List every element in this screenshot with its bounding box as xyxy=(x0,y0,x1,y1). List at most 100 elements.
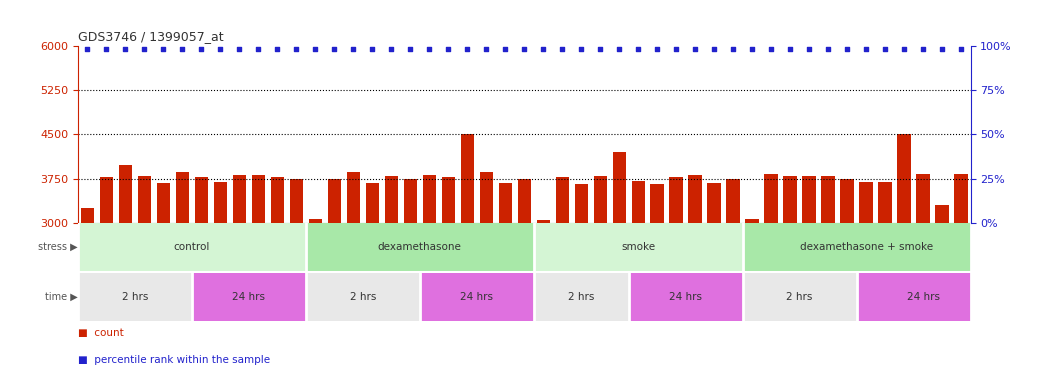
Point xyxy=(573,46,590,52)
Point xyxy=(477,46,494,52)
Bar xyxy=(537,220,550,223)
Text: control: control xyxy=(173,242,210,252)
Bar xyxy=(898,134,910,223)
Point xyxy=(440,46,457,52)
Text: ■  count: ■ count xyxy=(78,328,124,338)
Bar xyxy=(574,184,588,223)
Bar xyxy=(195,177,208,223)
Point xyxy=(459,46,475,52)
Text: 24 hrs: 24 hrs xyxy=(670,291,702,302)
Bar xyxy=(802,176,816,223)
Bar xyxy=(404,179,417,223)
Bar xyxy=(365,183,379,223)
Point xyxy=(421,46,438,52)
Point xyxy=(250,46,267,52)
Bar xyxy=(917,174,930,223)
Point xyxy=(820,46,837,52)
Bar xyxy=(328,179,340,223)
Point xyxy=(877,46,894,52)
Text: 2 hrs: 2 hrs xyxy=(121,291,148,302)
Text: 2 hrs: 2 hrs xyxy=(350,291,376,302)
Text: ■  percentile rank within the sample: ■ percentile rank within the sample xyxy=(78,355,270,365)
Point xyxy=(763,46,780,52)
Point xyxy=(839,46,855,52)
Point xyxy=(610,46,627,52)
Bar xyxy=(441,177,455,223)
Bar xyxy=(784,175,797,223)
Text: 24 hrs: 24 hrs xyxy=(906,291,939,302)
Point xyxy=(497,46,514,52)
Point xyxy=(896,46,912,52)
Bar xyxy=(192,273,306,321)
Point xyxy=(326,46,343,52)
Point xyxy=(231,46,248,52)
Bar xyxy=(518,179,530,223)
Bar xyxy=(534,223,742,271)
Point xyxy=(725,46,741,52)
Text: GDS3746 / 1399057_at: GDS3746 / 1399057_at xyxy=(78,30,223,43)
Point xyxy=(193,46,210,52)
Bar xyxy=(612,152,626,223)
Bar xyxy=(498,183,512,223)
Point xyxy=(687,46,704,52)
Bar xyxy=(534,273,629,321)
Bar xyxy=(78,223,306,271)
Point xyxy=(706,46,722,52)
Text: 24 hrs: 24 hrs xyxy=(233,291,266,302)
Bar xyxy=(555,177,569,223)
Point xyxy=(174,46,191,52)
Bar xyxy=(670,177,683,223)
Bar xyxy=(708,183,720,223)
Bar xyxy=(308,219,322,223)
Point xyxy=(364,46,381,52)
Bar xyxy=(461,134,474,223)
Point xyxy=(953,46,969,52)
Bar xyxy=(251,175,265,223)
Bar xyxy=(175,172,189,223)
Bar xyxy=(419,273,534,321)
Bar xyxy=(594,175,607,223)
Point xyxy=(649,46,665,52)
Bar xyxy=(651,184,663,223)
Bar xyxy=(878,182,892,223)
Bar xyxy=(688,175,702,223)
Text: smoke: smoke xyxy=(621,242,655,252)
Point xyxy=(592,46,608,52)
Bar xyxy=(100,177,113,223)
Bar xyxy=(81,208,94,223)
Bar xyxy=(385,176,398,223)
Bar xyxy=(118,165,132,223)
Bar xyxy=(745,219,759,223)
Point xyxy=(535,46,551,52)
Bar xyxy=(629,273,742,321)
Bar xyxy=(631,181,645,223)
Point xyxy=(934,46,951,52)
Point xyxy=(98,46,114,52)
Bar xyxy=(306,273,419,321)
Bar xyxy=(856,273,989,321)
Bar xyxy=(138,176,151,223)
Bar xyxy=(306,223,534,271)
Point xyxy=(155,46,171,52)
Point xyxy=(554,46,571,52)
Point xyxy=(307,46,324,52)
Point xyxy=(288,46,304,52)
Bar xyxy=(480,172,493,223)
Point xyxy=(667,46,684,52)
Bar xyxy=(935,205,949,223)
Bar xyxy=(764,174,777,223)
Bar xyxy=(859,182,873,223)
Bar xyxy=(78,273,192,321)
Bar xyxy=(727,179,740,223)
Bar xyxy=(157,183,170,223)
Bar xyxy=(841,179,853,223)
Point xyxy=(79,46,95,52)
Text: 2 hrs: 2 hrs xyxy=(787,291,813,302)
Text: dexamethasone + smoke: dexamethasone + smoke xyxy=(799,242,932,252)
Point xyxy=(857,46,874,52)
Text: time ▶: time ▶ xyxy=(45,291,78,302)
Point xyxy=(744,46,761,52)
Point xyxy=(383,46,400,52)
Point xyxy=(402,46,418,52)
Bar xyxy=(347,172,360,223)
